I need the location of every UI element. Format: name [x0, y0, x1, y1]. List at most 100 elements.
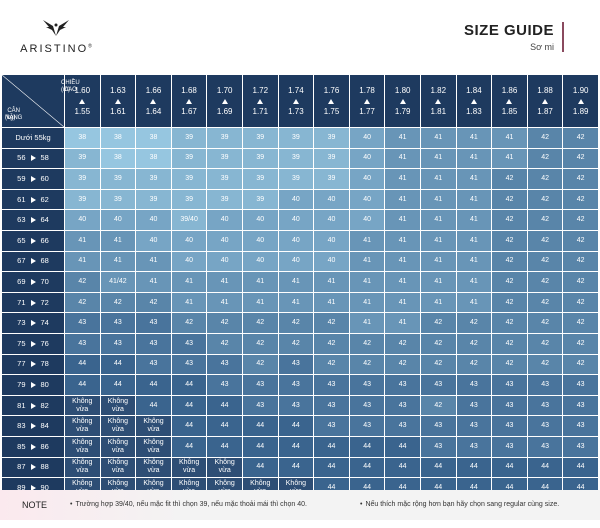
weight-from: 71	[17, 297, 26, 307]
size-value: 43	[256, 380, 265, 388]
size-value: 40	[220, 257, 229, 265]
size-cell: 42	[65, 272, 100, 292]
weight-from: 77	[17, 359, 26, 369]
height-max: 1.68	[181, 85, 197, 95]
row-header: 81 82	[2, 395, 64, 416]
size-cell: 39	[242, 148, 278, 169]
accent-bar	[562, 22, 564, 52]
size-value: 40	[327, 257, 336, 265]
size-value: 43	[541, 442, 549, 450]
size-cell: 42	[242, 333, 278, 354]
size-cell: 42	[349, 333, 385, 354]
size-value: 44	[220, 401, 229, 409]
size-value: 42	[505, 360, 514, 368]
weight-to: 72	[40, 297, 49, 307]
height-max: 1.82	[430, 85, 447, 95]
size-value: 39	[220, 133, 229, 141]
size-value: Không vừa	[107, 438, 129, 454]
size-value: 39	[327, 133, 336, 141]
size-cell: 42	[349, 354, 385, 375]
size-cell: 39	[278, 128, 314, 148]
size-cell: 42	[527, 148, 563, 169]
size-cell: 42	[65, 292, 100, 313]
size-cell: 42	[527, 169, 563, 189]
size-cell: 41	[420, 251, 456, 272]
size-cell: 42	[492, 210, 527, 230]
arrow	[30, 196, 36, 203]
size-cell: Không vừa	[100, 395, 136, 416]
size-value: 39	[327, 174, 336, 182]
size-cell: 43	[171, 333, 207, 354]
size-value: 43	[434, 380, 443, 388]
note-label: NOTE	[22, 500, 48, 510]
size-value: 44	[113, 380, 122, 388]
size-value: 42	[576, 277, 585, 285]
size-value: 39	[256, 154, 265, 162]
height-min: 1.75	[323, 106, 340, 116]
size-value: 43	[327, 401, 336, 409]
weight-from: 63	[17, 215, 26, 225]
size-cell: 40	[349, 210, 385, 230]
weight-to: 64	[40, 215, 49, 225]
size-cell: 42	[563, 354, 598, 375]
size-cell: 43	[65, 313, 100, 333]
size-cell: 40	[207, 251, 242, 272]
height-max: 1.90	[572, 85, 589, 95]
size-value: 41	[149, 257, 158, 265]
size-cell: 43	[278, 375, 314, 395]
size-cell: 41	[385, 148, 420, 169]
size-cell: 42	[492, 189, 527, 210]
size-cell: 42	[563, 292, 598, 313]
size-cell: 43	[100, 313, 136, 333]
size-value: 41	[113, 236, 122, 244]
size-value: 41	[434, 298, 443, 306]
size-value: 40	[256, 257, 265, 265]
size-value: 41	[291, 298, 300, 306]
size-value: 41	[469, 257, 478, 265]
size-cell: 44	[171, 375, 207, 395]
size-value: 41	[363, 319, 371, 327]
size-value: Không vừa	[143, 438, 164, 454]
height-max: 1.86	[501, 85, 518, 95]
size-cell: 40	[314, 251, 349, 272]
size-cell: 41	[314, 292, 349, 313]
size-cell: 40	[349, 128, 385, 148]
size-value: 39	[256, 174, 265, 182]
size-value: 43	[220, 380, 229, 388]
size-value: 41	[291, 277, 300, 285]
size-value: 43	[541, 422, 549, 430]
size-value: 41	[469, 174, 478, 182]
size-cell: 38	[65, 128, 100, 148]
size-cell: 39	[171, 189, 207, 210]
size-cell: 41	[349, 272, 385, 292]
size-value: 39	[78, 174, 87, 182]
size-value: 41	[469, 216, 478, 224]
height-min: 1.89	[572, 106, 589, 116]
row-header: 63 64	[2, 210, 64, 230]
arrow	[186, 98, 193, 104]
size-value: 44	[291, 422, 300, 430]
weight-from: 69	[17, 276, 26, 286]
size-cell: 40	[278, 230, 314, 251]
weight-from: 87	[17, 462, 26, 472]
size-cell: 39	[65, 189, 100, 210]
size-cell: 42	[563, 251, 598, 272]
size-value: 41	[220, 277, 229, 285]
size-value: 43	[469, 422, 478, 430]
size-cell: 41	[385, 210, 420, 230]
size-value: 42	[505, 277, 514, 285]
size-cell: 41	[492, 148, 527, 169]
size-cell: 41	[278, 272, 314, 292]
size-value: 43	[291, 380, 300, 388]
size-value: 40	[185, 257, 193, 265]
arrow	[30, 464, 36, 471]
size-cell: 43	[136, 354, 171, 375]
size-cell: 43	[563, 436, 598, 457]
size-cell: 39	[314, 128, 349, 148]
size-value: 39	[185, 133, 193, 141]
arrow	[257, 98, 264, 104]
size-cell: 42	[527, 189, 563, 210]
size-cell: 43	[563, 416, 598, 436]
size-cell: 42	[527, 230, 563, 251]
size-cell: 44	[242, 457, 278, 478]
